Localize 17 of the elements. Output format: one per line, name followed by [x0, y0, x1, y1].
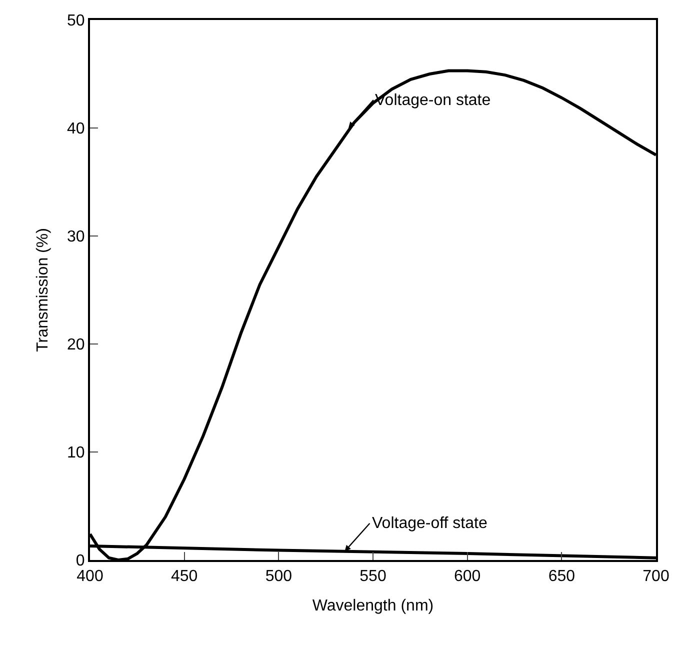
annotation: Voltage-on state [375, 92, 491, 109]
x-tick-label: 400 [76, 568, 104, 586]
x-tick-label: 500 [265, 568, 292, 586]
y-tick-label: 50 [67, 12, 85, 30]
y-tick-label: 0 [76, 552, 85, 570]
y-tick-label: 20 [67, 336, 85, 354]
x-tick-label: 700 [642, 568, 670, 586]
x-tick-label: 450 [170, 568, 198, 586]
x-axis-title: Wavelength (nm) [312, 597, 434, 614]
y-tick-label: 40 [67, 120, 85, 138]
annotation: Voltage-off state [372, 515, 488, 532]
x-tick-label: 550 [360, 568, 386, 586]
x-tick-label: 650 [548, 568, 576, 586]
x-tick-label: 600 [454, 568, 481, 586]
y-axis-title: Transmission (%) [34, 228, 52, 352]
y-tick-label: 30 [67, 228, 85, 246]
y-tick-label: 10 [67, 444, 85, 462]
